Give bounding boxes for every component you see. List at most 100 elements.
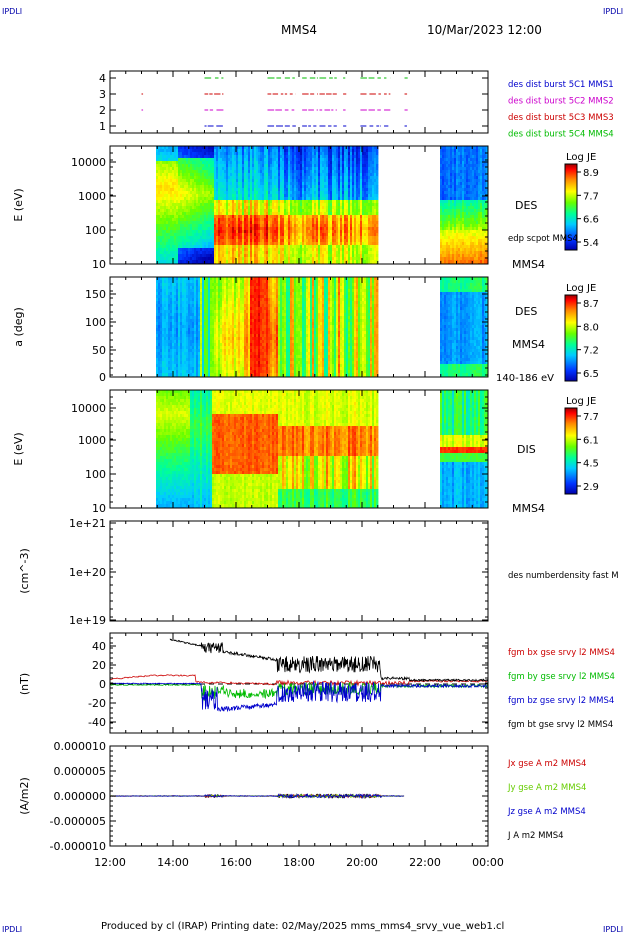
spectrogram-cell bbox=[218, 257, 221, 261]
spectrogram-cell bbox=[326, 149, 329, 153]
spectrogram-cell bbox=[350, 227, 353, 231]
spectrogram-cell bbox=[232, 158, 235, 162]
spectrogram-cell bbox=[156, 161, 159, 165]
spectrogram-cell bbox=[292, 212, 295, 216]
spectrogram-cell bbox=[162, 239, 165, 243]
spectrogram-cell bbox=[302, 242, 305, 246]
spectrogram-cell bbox=[336, 215, 339, 219]
spectrogram-cell bbox=[456, 161, 459, 165]
spectrogram-cell bbox=[198, 206, 201, 210]
spectrogram-cell bbox=[322, 170, 325, 174]
spectrogram-cell bbox=[302, 164, 305, 168]
spectrogram-cell bbox=[342, 155, 345, 159]
spectrogram-cell bbox=[170, 242, 173, 246]
spectrogram-cell bbox=[222, 185, 225, 189]
spectrogram-cell bbox=[374, 242, 377, 246]
spectrogram-cell bbox=[240, 209, 243, 213]
spectrogram-cell bbox=[336, 158, 339, 162]
spectrogram-cell bbox=[280, 182, 283, 186]
spectrogram-cell bbox=[262, 182, 265, 186]
spectrogram-cell bbox=[184, 173, 187, 177]
spectrogram-cell bbox=[180, 218, 183, 222]
spectrogram-cell bbox=[230, 197, 233, 201]
spectrogram-cell bbox=[336, 167, 339, 171]
spectrogram-cell bbox=[314, 152, 317, 156]
spectrogram-cell bbox=[350, 179, 353, 183]
spectrogram-cell bbox=[336, 152, 339, 156]
spectrogram-cell bbox=[330, 218, 333, 222]
spectrogram-cell bbox=[276, 203, 279, 207]
spectrogram-cell bbox=[194, 257, 197, 261]
spectrogram-cell bbox=[164, 176, 167, 180]
spectrogram-cell bbox=[262, 209, 265, 213]
spectrogram-cell bbox=[188, 245, 191, 249]
spectrogram-cell bbox=[254, 173, 257, 177]
spectrogram-cell bbox=[300, 149, 303, 153]
spectrogram-cell bbox=[206, 179, 209, 183]
spectrogram-cell bbox=[260, 146, 263, 150]
spectrogram-cell bbox=[348, 260, 351, 264]
spectrogram-cell bbox=[286, 239, 289, 243]
spectrogram-cell bbox=[156, 164, 159, 168]
spectrogram-cell bbox=[342, 149, 345, 153]
spectrogram-cell bbox=[448, 245, 451, 249]
spectrogram-cell bbox=[324, 242, 327, 246]
spectrogram-cell bbox=[220, 179, 223, 183]
spectrogram-cell bbox=[328, 200, 331, 204]
spectrogram-cell bbox=[370, 260, 373, 264]
spectrogram-cell bbox=[256, 209, 259, 213]
spectrogram-cell bbox=[248, 179, 251, 183]
spectrogram-cell bbox=[288, 221, 291, 225]
spectrogram-cell bbox=[274, 221, 277, 225]
spectrogram-cell bbox=[352, 173, 355, 177]
spectrogram-cell bbox=[332, 146, 335, 150]
spectrogram-cell bbox=[306, 155, 309, 159]
spectrogram-cell bbox=[362, 155, 365, 159]
spectrogram-cell bbox=[282, 242, 285, 246]
spectrogram-cell bbox=[356, 230, 359, 234]
spectrogram-cell bbox=[366, 254, 369, 258]
spectrogram-cell bbox=[200, 185, 203, 189]
spectrogram-cell bbox=[180, 206, 183, 210]
spectrogram-cell bbox=[226, 212, 229, 216]
spectrogram-cell bbox=[164, 164, 167, 168]
spectrogram-cell bbox=[310, 185, 313, 189]
spectrogram-cell bbox=[282, 152, 285, 156]
spectrogram-cell bbox=[442, 242, 445, 246]
spectrogram-cell bbox=[312, 242, 315, 246]
spectrogram-cell bbox=[156, 221, 159, 225]
spectrogram-cell bbox=[454, 146, 457, 150]
spectrogram-cell bbox=[242, 164, 245, 168]
spectrogram-cell bbox=[308, 146, 311, 150]
spectrogram-cell bbox=[294, 206, 297, 210]
spectrogram-cell bbox=[298, 254, 301, 258]
corner-label-bottom-right: IPDLI bbox=[603, 925, 623, 934]
spectrogram-cell bbox=[156, 236, 159, 240]
spectrogram-cell bbox=[442, 239, 445, 243]
spectrogram-cell bbox=[238, 251, 241, 255]
spectrogram-cell bbox=[318, 203, 321, 207]
spectrogram-cell bbox=[252, 155, 255, 159]
spectrogram-cell bbox=[254, 224, 257, 228]
spectrogram-cell bbox=[188, 167, 191, 171]
spectrogram-cell bbox=[202, 161, 205, 165]
spectrogram-cell bbox=[220, 188, 223, 192]
spectrogram-cell bbox=[292, 230, 295, 234]
spectrogram-cell bbox=[216, 158, 219, 162]
spectrogram-cell bbox=[368, 194, 371, 198]
spectrogram-cell bbox=[446, 206, 449, 210]
spectrogram-cell bbox=[280, 179, 283, 183]
spectrogram-cell bbox=[302, 233, 305, 237]
spectrogram-cell bbox=[182, 179, 185, 183]
spectrogram-cell bbox=[206, 245, 209, 249]
spectrogram-cell bbox=[284, 239, 287, 243]
spectrogram-cell bbox=[294, 209, 297, 213]
spectrogram-cell bbox=[210, 194, 213, 198]
spectrogram-cell bbox=[304, 236, 307, 240]
spectrogram-cell bbox=[374, 245, 377, 249]
spectrogram-cell bbox=[226, 170, 229, 174]
spectrogram-cell bbox=[280, 239, 283, 243]
spectrogram-cell bbox=[320, 188, 323, 192]
spectrogram-cell bbox=[292, 251, 295, 255]
spectrogram-cell bbox=[310, 200, 313, 204]
